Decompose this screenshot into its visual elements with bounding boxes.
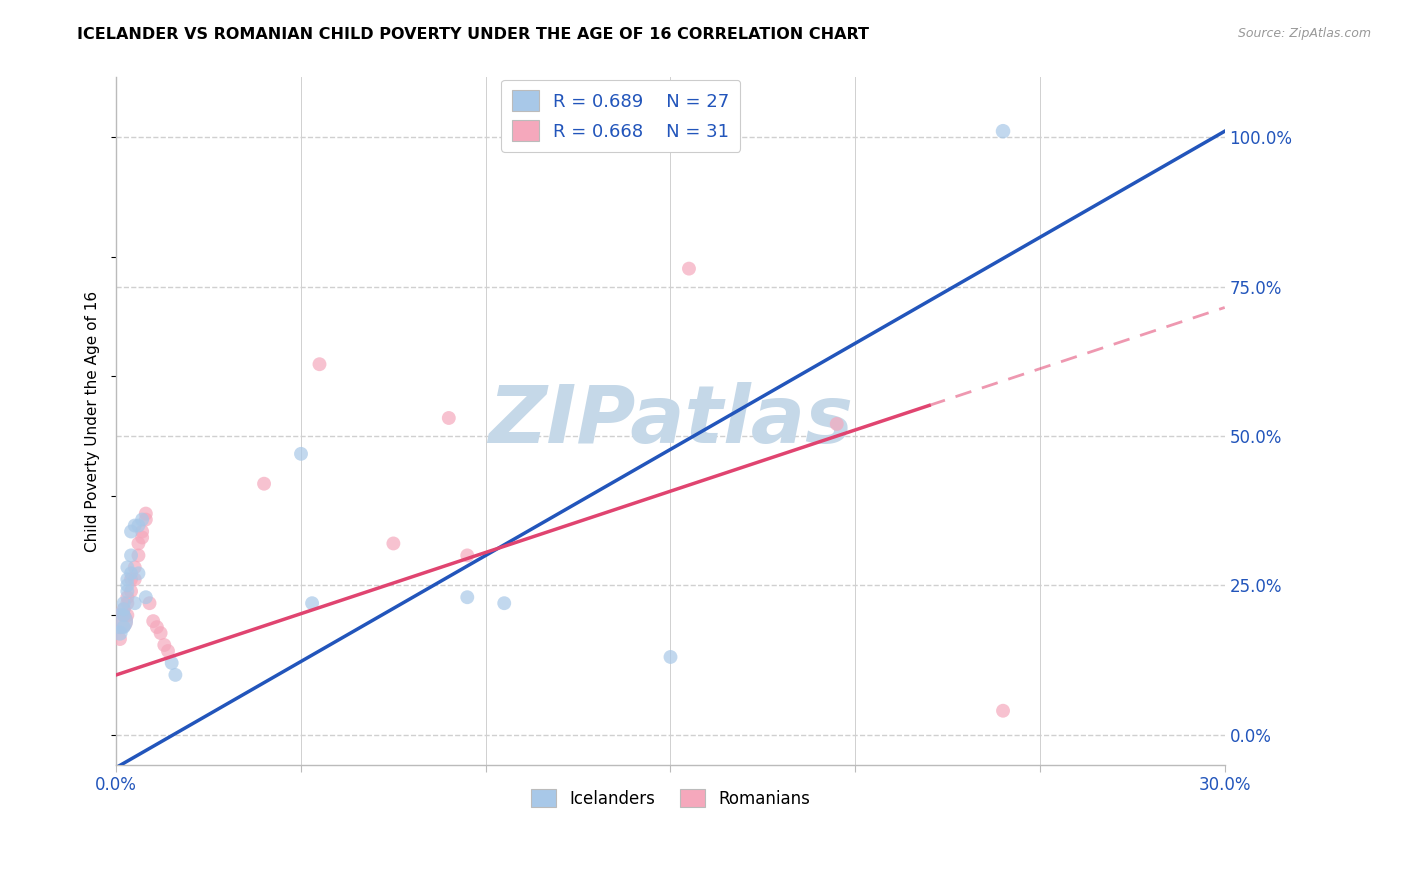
Point xyxy=(112,602,135,616)
Point xyxy=(127,536,149,550)
Point xyxy=(437,411,460,425)
Point xyxy=(112,608,135,623)
Point xyxy=(149,626,172,640)
Point xyxy=(120,584,142,599)
Point xyxy=(160,656,183,670)
Point xyxy=(117,591,139,605)
Point xyxy=(120,524,142,539)
Point xyxy=(117,584,139,599)
Point xyxy=(165,668,187,682)
Point xyxy=(112,602,135,616)
Point xyxy=(659,650,682,665)
Point xyxy=(131,524,153,539)
Point xyxy=(678,261,700,276)
Point xyxy=(301,596,323,610)
Point xyxy=(112,620,135,634)
Point xyxy=(112,596,135,610)
Point xyxy=(991,704,1014,718)
Point xyxy=(138,596,160,610)
Point xyxy=(108,614,131,628)
Point xyxy=(117,596,139,610)
Point xyxy=(120,572,142,586)
Point xyxy=(290,447,312,461)
Point xyxy=(117,572,139,586)
Point xyxy=(142,614,165,628)
Point xyxy=(991,124,1014,138)
Point xyxy=(117,560,139,574)
Point xyxy=(124,572,146,586)
Point xyxy=(135,591,157,605)
Point xyxy=(117,608,139,623)
Point xyxy=(146,620,169,634)
Point xyxy=(131,512,153,526)
Point xyxy=(494,596,516,610)
Point xyxy=(253,476,276,491)
Point xyxy=(120,566,142,581)
Point xyxy=(135,512,157,526)
Point xyxy=(127,518,149,533)
Point xyxy=(108,632,131,646)
Legend: Icelanders, Romanians: Icelanders, Romanians xyxy=(524,782,817,814)
Point xyxy=(120,549,142,563)
Point xyxy=(108,626,131,640)
Point xyxy=(456,591,478,605)
Point xyxy=(108,614,131,628)
Point xyxy=(124,518,146,533)
Point xyxy=(112,608,135,623)
Point xyxy=(124,596,146,610)
Point xyxy=(131,531,153,545)
Point xyxy=(117,578,139,592)
Point xyxy=(156,644,179,658)
Y-axis label: Child Poverty Under the Age of 16: Child Poverty Under the Age of 16 xyxy=(86,291,100,551)
Text: Source: ZipAtlas.com: Source: ZipAtlas.com xyxy=(1237,27,1371,40)
Point xyxy=(127,566,149,581)
Point xyxy=(153,638,176,652)
Point xyxy=(456,549,478,563)
Point xyxy=(124,560,146,574)
Point xyxy=(308,357,330,371)
Text: ICELANDER VS ROMANIAN CHILD POVERTY UNDER THE AGE OF 16 CORRELATION CHART: ICELANDER VS ROMANIAN CHILD POVERTY UNDE… xyxy=(77,27,869,42)
Point xyxy=(382,536,405,550)
Text: ZIPatlas: ZIPatlas xyxy=(488,382,853,460)
Point xyxy=(127,549,149,563)
Point xyxy=(135,507,157,521)
Point xyxy=(825,417,848,431)
